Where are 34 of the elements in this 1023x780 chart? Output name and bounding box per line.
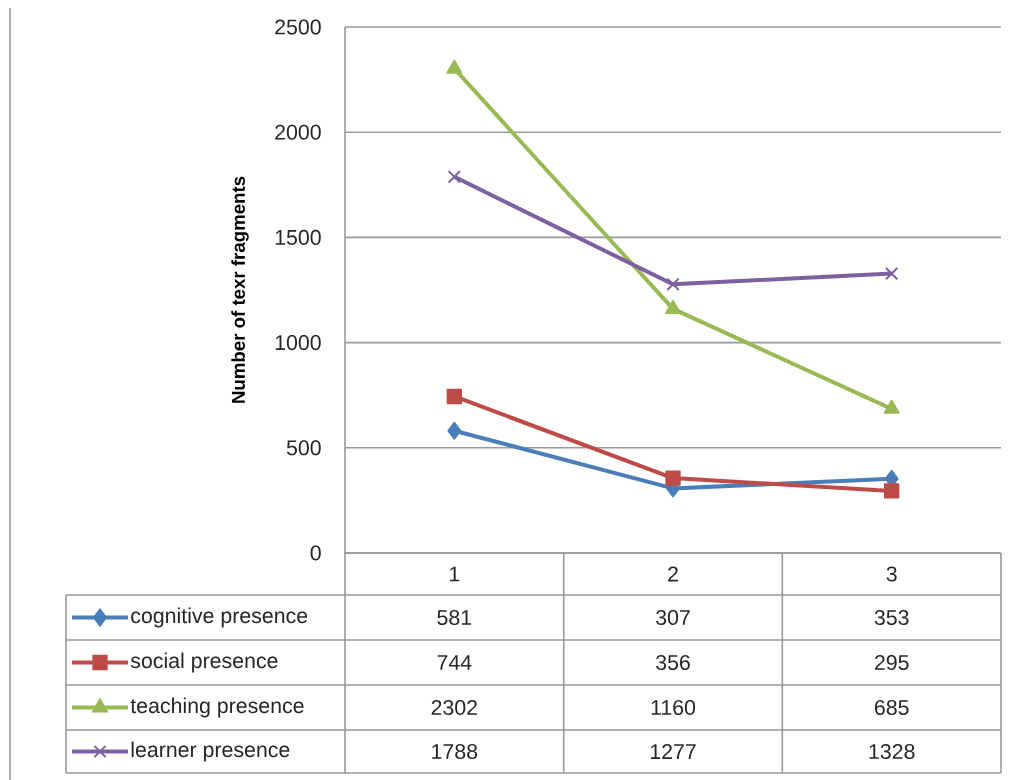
data-label: 1160 <box>651 699 696 716</box>
point <box>665 470 681 486</box>
point <box>447 421 462 440</box>
data-label: 685 <box>875 699 909 716</box>
point <box>885 266 899 281</box>
data-label: 581 <box>437 609 472 626</box>
data-label: 1788 <box>432 743 478 760</box>
point <box>446 388 463 405</box>
data-label: 295 <box>874 654 909 671</box>
data-label: 744 <box>437 655 472 670</box>
y-tick-label: 2500 <box>275 19 321 35</box>
data-label: 2302 <box>431 699 477 716</box>
legend-label: teaching presence <box>130 697 304 718</box>
y-tick-label: 2000 <box>275 124 321 140</box>
point <box>884 483 900 499</box>
point <box>446 59 463 74</box>
point <box>666 277 680 291</box>
y-tick-label: 1500 <box>275 229 321 245</box>
x-tick-label: 1 <box>450 566 460 582</box>
data-label: 356 <box>656 654 690 671</box>
x-tick-label: 3 <box>886 566 897 582</box>
data-label: 353 <box>874 609 909 626</box>
data-label: 1328 <box>869 743 915 760</box>
y-tick-label: 0 <box>310 545 321 561</box>
legend-label: cognitive presence <box>131 607 308 628</box>
point <box>447 170 461 184</box>
legend-label: social presence <box>130 652 278 673</box>
data-label: 1277 <box>650 744 696 759</box>
data-label: 307 <box>656 609 690 626</box>
y-tick-label: 1000 <box>275 335 321 351</box>
x-tick-label: 2 <box>668 566 678 582</box>
y-axis-title: Number of texr fragments <box>231 176 249 403</box>
y-tick-label: 500 <box>286 440 321 456</box>
legend-label: learner presence <box>131 741 290 762</box>
